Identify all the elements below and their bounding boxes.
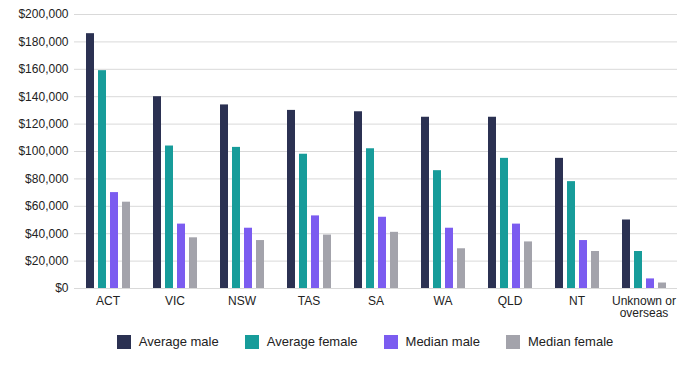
svg-text:$160,000: $160,000 — [18, 62, 68, 76]
html-text:Median male: Median male — [405, 334, 480, 349]
svg-text:NT: NT — [569, 294, 586, 308]
svg-text:$140,000: $140,000 — [18, 90, 68, 104]
svg-text:$20,000: $20,000 — [25, 254, 69, 268]
svg-text:ACT: ACT — [96, 294, 121, 308]
svg-text:WA: WA — [434, 294, 453, 308]
svg-text:$100,000: $100,000 — [18, 144, 68, 158]
svg-text:$80,000: $80,000 — [25, 172, 69, 186]
svg-text:$120,000: $120,000 — [18, 117, 68, 131]
svg-text:TAS: TAS — [298, 294, 320, 308]
svg-text:$60,000: $60,000 — [25, 199, 69, 213]
svg-text:QLD: QLD — [498, 294, 523, 308]
svg-text:$180,000: $180,000 — [18, 35, 68, 49]
svg-text:$0: $0 — [55, 281, 69, 295]
svg-text:Unknown oroverseas: Unknown oroverseas — [612, 294, 676, 320]
html-text:Average female: Average female — [266, 334, 358, 349]
html-text:Average male: Average male — [138, 334, 219, 349]
svg-text:$200,000: $200,000 — [18, 7, 68, 21]
svg-text:NSW: NSW — [228, 294, 257, 308]
html-text:Median female: Median female — [528, 334, 614, 349]
svg-text:SA: SA — [368, 294, 384, 308]
svg-text:VIC: VIC — [165, 294, 185, 308]
svg-text:$40,000: $40,000 — [25, 227, 69, 241]
